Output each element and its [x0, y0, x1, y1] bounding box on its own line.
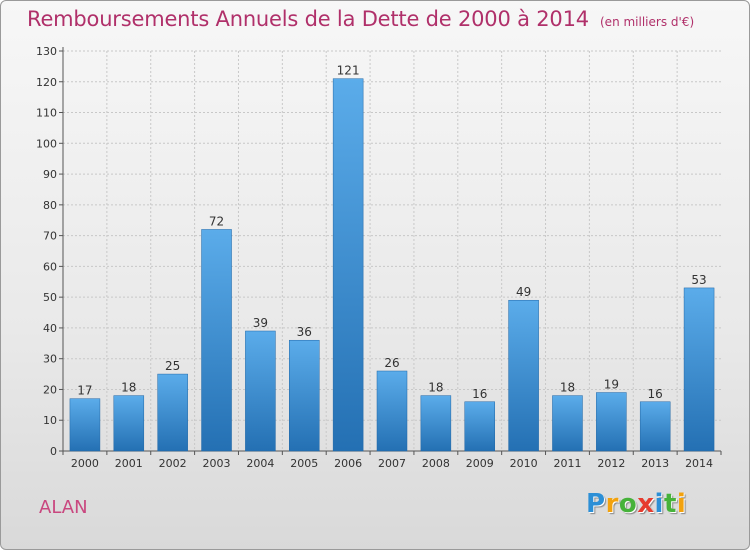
y-tick-label: 80	[43, 199, 57, 212]
logo-letter: r	[605, 489, 619, 519]
bar	[639, 401, 671, 452]
value-label: 18	[121, 381, 136, 395]
logo-letter: i	[676, 489, 687, 519]
x-tick-label: 2007	[378, 457, 406, 470]
chart-title: Remboursements Annuels de la Dette de 20…	[27, 7, 589, 31]
y-tick-label: 110	[36, 107, 57, 120]
value-label: 39	[253, 316, 268, 330]
value-label: 25	[165, 359, 180, 373]
x-tick-label: 2005	[290, 457, 318, 470]
x-tick-label: 2014	[685, 457, 713, 470]
town-name: ALAN	[39, 497, 88, 518]
x-tick-label: 2012	[597, 457, 625, 470]
value-label: 36	[297, 325, 312, 339]
bar	[332, 78, 364, 452]
value-label: 49	[516, 285, 531, 299]
x-tick-label: 2010	[510, 457, 538, 470]
value-label: 17	[77, 384, 92, 398]
bar	[201, 229, 232, 452]
bar	[289, 339, 320, 452]
chart-subtitle: (en milliers d'€)	[600, 15, 695, 29]
bar	[69, 398, 101, 452]
value-label: 16	[472, 387, 487, 401]
bar	[596, 392, 627, 452]
y-tick-label: 130	[36, 45, 57, 58]
y-tick-label: 70	[43, 230, 57, 243]
y-tick-label: 0	[50, 445, 57, 458]
y-tick-label: 20	[43, 383, 57, 396]
x-tick-label: 2004	[246, 457, 274, 470]
proxiti-logo: Proxiti	[586, 489, 686, 519]
value-label: 72	[209, 214, 224, 228]
x-tick-label: 2011	[553, 457, 581, 470]
bar	[157, 373, 188, 452]
bars	[69, 78, 715, 452]
bar	[508, 299, 539, 452]
y-tick-label: 30	[43, 353, 57, 366]
bar	[683, 287, 715, 452]
y-tick-label: 120	[36, 76, 57, 89]
y-tick-label: 10	[43, 414, 57, 427]
value-label: 19	[604, 378, 619, 392]
logo-letter: o	[618, 489, 638, 519]
bar	[245, 330, 276, 452]
x-tick-label: 2002	[159, 457, 187, 470]
logo-letter: x	[637, 489, 655, 519]
value-label: 18	[428, 381, 443, 395]
x-tick-label: 2013	[641, 457, 669, 470]
y-tick-label: 60	[43, 260, 57, 273]
logo-letter: P	[586, 489, 606, 519]
x-tick-label: 2000	[71, 457, 99, 470]
logo-letter: i	[654, 489, 664, 519]
value-label: 18	[560, 381, 575, 395]
bar	[113, 395, 145, 452]
bar	[420, 395, 452, 452]
x-tick-label: 2009	[466, 457, 494, 470]
y-tick-label: 100	[36, 137, 57, 150]
value-label: 53	[691, 273, 706, 287]
x-tick-label: 2006	[334, 457, 362, 470]
bar	[552, 395, 583, 452]
x-tick-label: 2001	[115, 457, 143, 470]
logo-letter: t	[663, 489, 677, 519]
value-label: 26	[384, 356, 399, 370]
bar	[464, 401, 495, 452]
x-tick-label: 2008	[422, 457, 450, 470]
y-tick-label: 50	[43, 291, 57, 304]
y-tick-label: 40	[43, 322, 57, 335]
chart-title-block: Remboursements Annuels de la Dette de 20…	[27, 7, 694, 31]
y-tick-label: 90	[43, 168, 57, 181]
value-label: 16	[648, 387, 663, 401]
x-tick-label: 2003	[203, 457, 231, 470]
bar	[376, 370, 408, 452]
value-label: 121	[337, 64, 360, 78]
labels: 17 2000 18 2001 25 2002 72 2003 39 2004 36 2005 121 2…	[71, 64, 713, 470]
